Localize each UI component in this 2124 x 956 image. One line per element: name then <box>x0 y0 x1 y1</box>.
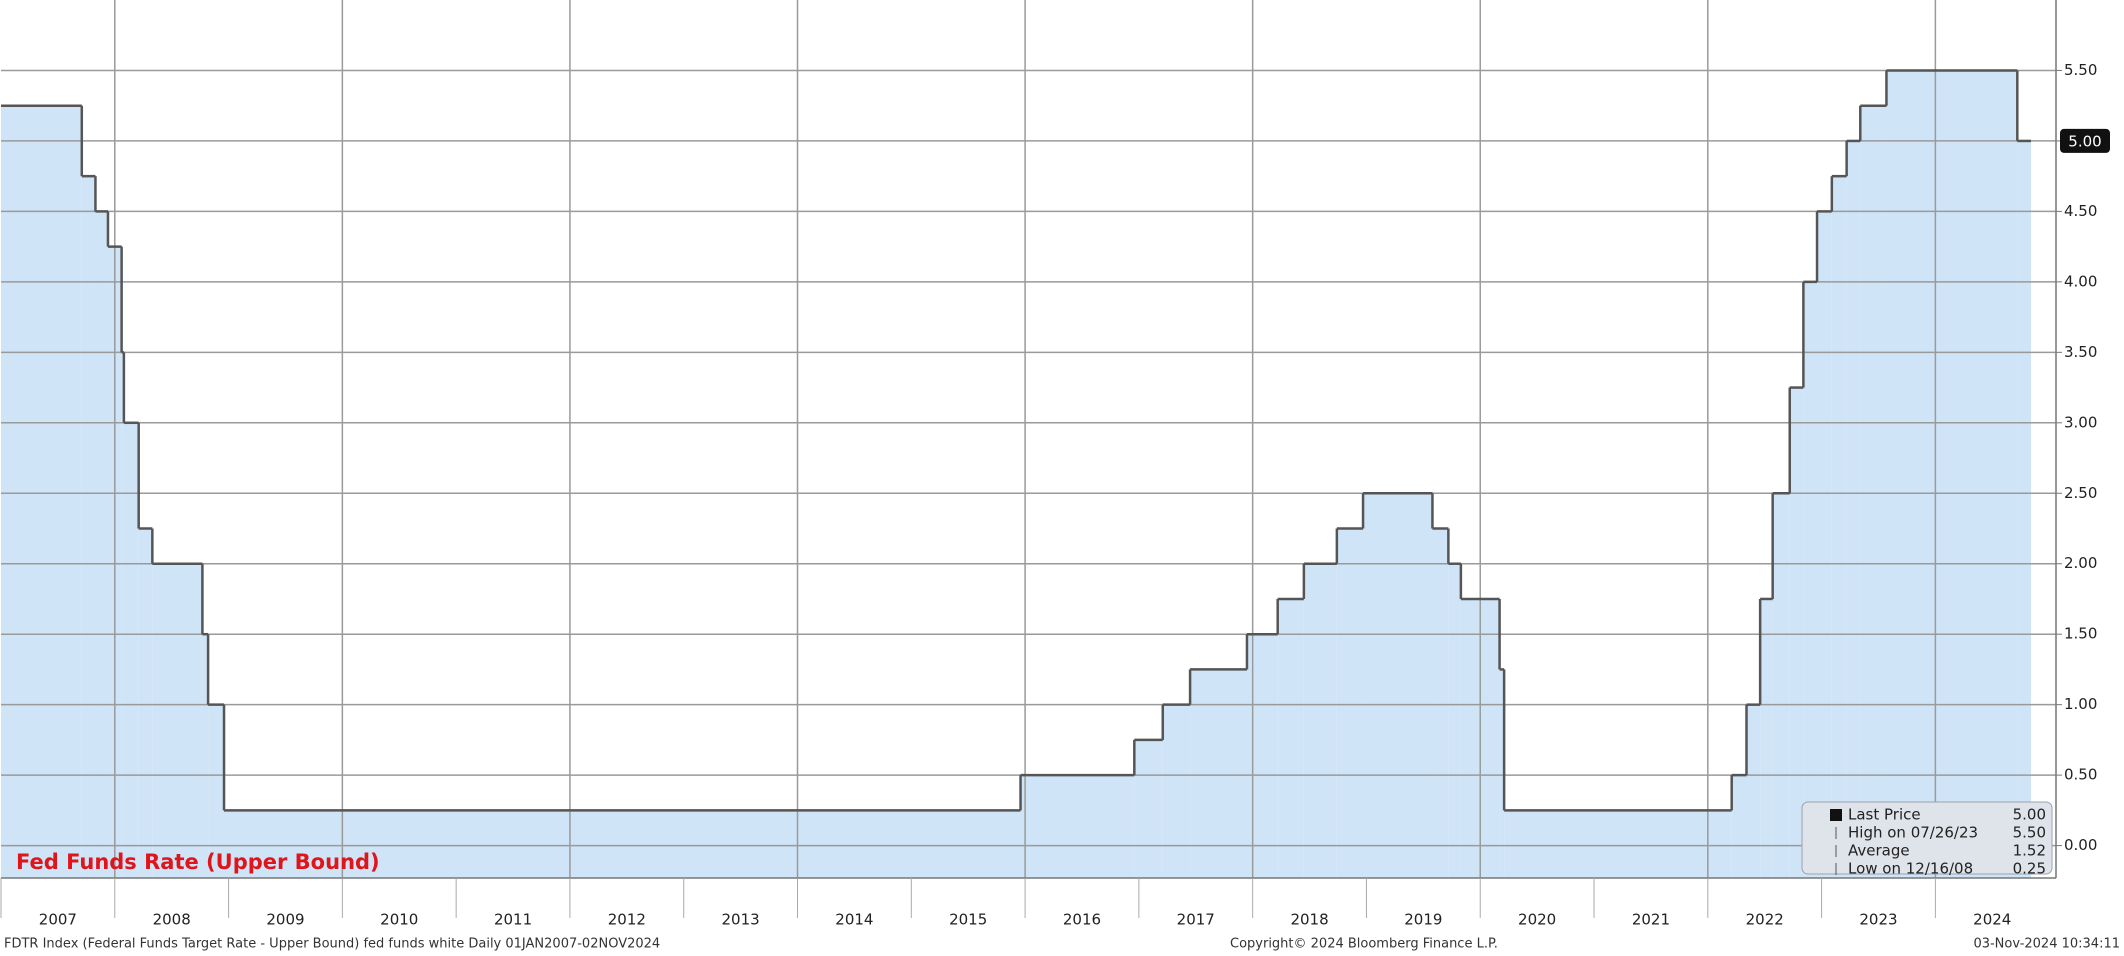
legend-value: 0.25 <box>2013 860 2046 878</box>
footer-source: FDTR Index (Federal Funds Target Rate - … <box>4 937 660 952</box>
area-segment <box>1277 598 1304 878</box>
x-tick-label: 2011 <box>494 911 532 929</box>
area-segment <box>1504 810 1732 878</box>
x-tick-label: 2010 <box>380 911 418 929</box>
x-tick-label: 2015 <box>949 911 987 929</box>
area-segment <box>1746 704 1761 878</box>
x-tick-label: 2016 <box>1063 911 1101 929</box>
area-segment <box>208 704 225 878</box>
area-segment <box>1134 739 1163 878</box>
legend-swatch <box>1830 809 1842 821</box>
chart-title: Fed Funds Rate (Upper Bound) <box>16 850 380 874</box>
last-price-tag-label: 5.00 <box>2068 132 2101 150</box>
y-tick-label: 0.50 <box>2064 766 2097 784</box>
area-segment <box>123 422 139 878</box>
y-tick-label: 0.00 <box>2064 836 2097 854</box>
area-segment <box>1020 775 1135 878</box>
x-tick-label: 2017 <box>1177 911 1215 929</box>
y-tick-label: 2.50 <box>2064 484 2097 502</box>
y-tick-label: 2.00 <box>2064 554 2097 572</box>
legend-value: 5.50 <box>2013 824 2046 842</box>
y-tick-label: 3.00 <box>2064 413 2097 431</box>
plot-area <box>1 0 2056 879</box>
area-segment <box>1 105 82 878</box>
y-tick-label: 4.00 <box>2064 272 2097 290</box>
legend-value: 5.00 <box>2013 806 2046 824</box>
area-segment <box>1448 563 1461 878</box>
area-segment <box>1363 493 1433 878</box>
area-segment <box>1803 281 1818 879</box>
footer-copyright: Copyright© 2024 Bloomberg Finance L.P. <box>1230 937 1498 952</box>
x-tick-label: 2020 <box>1518 911 1556 929</box>
area-segment <box>138 528 153 878</box>
area-segment <box>2017 140 2031 879</box>
area-segment <box>1860 105 1887 878</box>
area-segment <box>1817 211 1832 878</box>
area-segment <box>1846 140 1861 879</box>
area-segment <box>1731 775 1747 878</box>
area-segment <box>1432 528 1449 878</box>
x-tick-label: 2023 <box>1859 911 1897 929</box>
y-tick-label: 3.50 <box>2064 343 2097 361</box>
x-tick-label: 2014 <box>835 911 873 929</box>
legend-label: High on 07/26/23 <box>1848 824 1978 842</box>
area-segment <box>121 352 124 878</box>
area-segment <box>1162 704 1191 878</box>
x-tick-label: 2012 <box>608 911 646 929</box>
footer-timestamp: 03-Nov-2024 10:34:11 <box>1973 937 2120 952</box>
legend-label: Last Price <box>1848 806 1921 824</box>
area-segment <box>202 634 209 878</box>
x-tick-label: 2009 <box>266 911 304 929</box>
y-tick-label: 1.50 <box>2064 625 2097 643</box>
x-tick-label: 2008 <box>153 911 191 929</box>
area-segment <box>152 563 203 878</box>
x-tick-label: 2013 <box>722 911 760 929</box>
y-tick-label: 1.00 <box>2064 695 2097 713</box>
area-segment <box>1772 493 1790 878</box>
legend-box <box>1801 801 2053 875</box>
x-tick-label: 2021 <box>1632 911 1670 929</box>
last-price-tag <box>2060 128 2110 153</box>
x-tick-label: 2007 <box>39 911 77 929</box>
area-segment <box>1886 70 2018 878</box>
area-segment <box>95 211 108 878</box>
legend-label: Low on 12/16/08 <box>1848 860 1973 878</box>
area-segment <box>1190 669 1247 878</box>
legend-value: 1.52 <box>2013 842 2046 860</box>
x-tick-label: 2022 <box>1746 911 1784 929</box>
area-segment <box>1336 528 1364 878</box>
area-segment <box>1789 387 1804 878</box>
x-tick-label: 2024 <box>1973 911 2011 929</box>
area-segment <box>224 810 1021 878</box>
y-tick-label: 5.50 <box>2064 61 2097 79</box>
area-segment <box>1760 598 1773 878</box>
area-segment <box>1499 669 1505 878</box>
x-tick-label: 2018 <box>1290 911 1328 929</box>
area-segment <box>1303 563 1337 878</box>
legend-label: Average <box>1848 842 1910 860</box>
y-tick-label: 4.50 <box>2064 202 2097 220</box>
x-tick-label: 2019 <box>1404 911 1442 929</box>
area-segment <box>1246 634 1278 878</box>
